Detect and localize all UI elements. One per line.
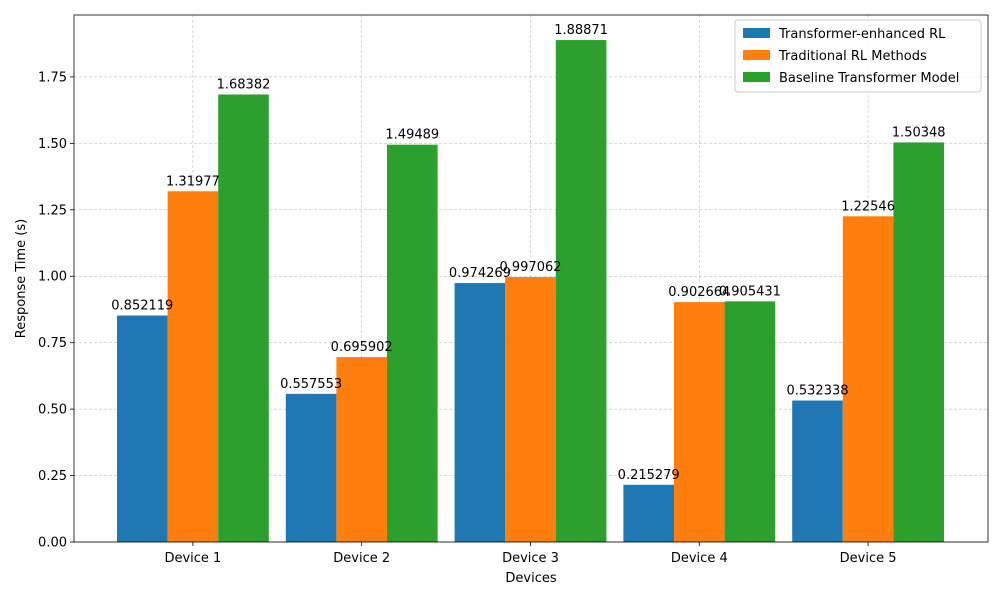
y-tick-label: 1.25	[38, 203, 67, 218]
bar-value-label: 0.902664	[668, 285, 730, 300]
bar	[387, 144, 438, 542]
y-tick-label: 0.50	[38, 403, 67, 418]
legend: Transformer-enhanced RL Traditional RL Me…	[734, 19, 982, 93]
plot-frame	[73, 14, 989, 543]
bar	[117, 315, 168, 542]
legend-label: Traditional RL Methods	[778, 49, 927, 64]
bars-layer	[117, 40, 944, 542]
bar-value-label: 1.22546	[841, 199, 895, 214]
y-tick-label: 1.00	[38, 270, 67, 285]
x-tick-label: Device 2	[333, 551, 390, 566]
x-tick-label: Device 3	[502, 551, 559, 566]
x-axis-title: Devices	[505, 571, 556, 586]
legend-box	[734, 19, 982, 93]
legend-swatch	[743, 28, 770, 38]
bar	[167, 191, 219, 542]
bar-value-label: 0.997062	[499, 260, 561, 275]
bar-value-label: 1.49489	[385, 128, 439, 143]
legend-swatch	[743, 72, 770, 82]
bar-value-label: 0.905431	[719, 284, 781, 299]
x-tick-label: Device 4	[671, 551, 728, 566]
bar-value-label: 0.215279	[618, 468, 680, 483]
y-axis-title: Response Time (s)	[14, 219, 29, 338]
bar	[792, 400, 843, 542]
bar-value-label: 0.532338	[786, 384, 848, 399]
bar-value-label: 0.974269	[449, 266, 511, 281]
x-tick-label: Device 1	[164, 551, 221, 566]
y-tick-label: 1.50	[38, 137, 67, 152]
bar-value-label: 1.88871	[554, 23, 608, 38]
bar	[454, 283, 506, 542]
bar	[893, 142, 944, 542]
bar-value-label: 1.31977	[166, 174, 220, 189]
bar-value-label: 0.695902	[331, 340, 393, 355]
bar-value-label: 1.50348	[892, 125, 946, 140]
bar-value-label: 1.68382	[217, 78, 271, 93]
x-tick-label: Device 5	[840, 551, 897, 566]
bar	[674, 302, 725, 542]
bar	[336, 357, 387, 542]
bar	[285, 393, 337, 542]
y-tick-label: 1.75	[38, 70, 67, 85]
y-tick-label: 0.75	[38, 336, 67, 351]
legend-swatch	[743, 50, 770, 60]
bar-value-label: 0.557553	[280, 377, 342, 392]
bar	[842, 216, 894, 542]
bar-value-label: 0.852119	[111, 299, 173, 314]
bar	[724, 301, 776, 542]
data-labels-layer: 0.852119 0.557553 0.974269 0.215279 0.532338…	[111, 23, 945, 483]
bar	[555, 40, 607, 542]
bar	[623, 484, 674, 542]
y-tick-label: 0.00	[38, 536, 67, 551]
bar	[218, 94, 269, 542]
legend-label: Baseline Transformer Model	[779, 71, 959, 86]
y-tick-label: 0.25	[38, 469, 67, 484]
bar	[505, 277, 556, 542]
axes-layer: 0.00 0.25 0.50 0.75 1.00 1.25 1.50 1.75 Device 1…	[38, 14, 989, 566]
legend-label: Transformer-enhanced RL	[778, 27, 946, 42]
